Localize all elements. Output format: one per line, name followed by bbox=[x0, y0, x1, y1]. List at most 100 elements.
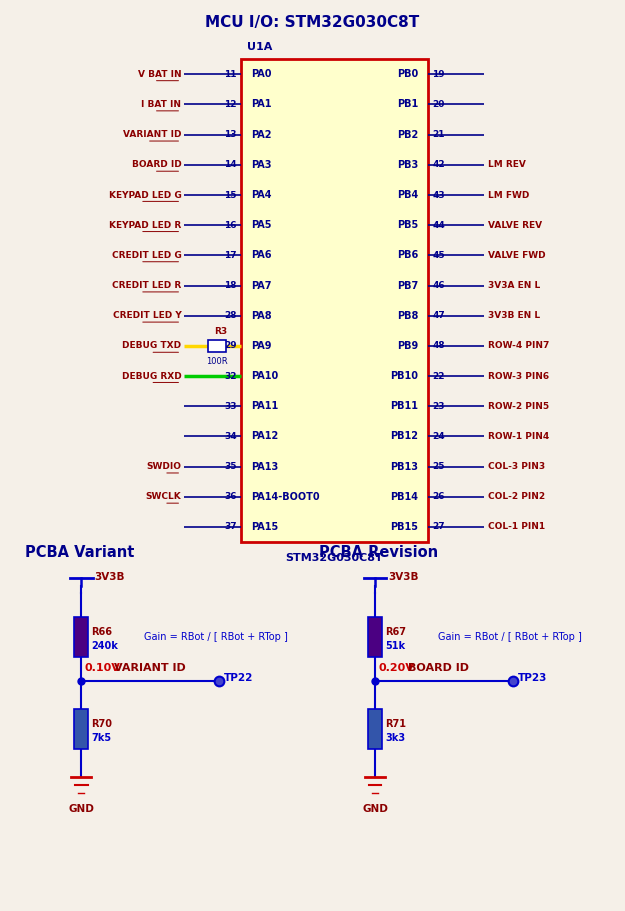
Text: PB8: PB8 bbox=[397, 311, 418, 321]
Text: 37: 37 bbox=[224, 522, 237, 531]
Text: TP23: TP23 bbox=[518, 673, 547, 682]
Text: PA4: PA4 bbox=[251, 190, 271, 200]
Text: PB15: PB15 bbox=[390, 522, 418, 532]
Text: PA8: PA8 bbox=[251, 311, 271, 321]
Text: 47: 47 bbox=[432, 312, 445, 321]
Text: 13: 13 bbox=[224, 130, 237, 139]
Text: ROW-3 PIN6: ROW-3 PIN6 bbox=[488, 372, 549, 381]
Text: 18: 18 bbox=[224, 281, 237, 290]
Text: PB1: PB1 bbox=[397, 99, 418, 109]
Text: 17: 17 bbox=[224, 251, 237, 260]
Text: 3k3: 3k3 bbox=[385, 733, 405, 743]
Text: 35: 35 bbox=[224, 462, 237, 471]
Text: 23: 23 bbox=[432, 402, 445, 411]
Text: PCBA Revision: PCBA Revision bbox=[319, 546, 438, 560]
Text: PA0: PA0 bbox=[251, 69, 271, 79]
Text: 7k5: 7k5 bbox=[91, 733, 111, 743]
Text: PA13: PA13 bbox=[251, 462, 278, 472]
Text: GND: GND bbox=[362, 804, 388, 814]
Text: PA9: PA9 bbox=[251, 341, 271, 351]
Text: VARIANT ID: VARIANT ID bbox=[122, 130, 181, 139]
Text: CREDIT LED Y: CREDIT LED Y bbox=[112, 312, 181, 321]
Bar bbox=[208, 340, 226, 353]
Text: 3V3B: 3V3B bbox=[94, 572, 125, 581]
Text: 11: 11 bbox=[224, 70, 237, 79]
Text: 15: 15 bbox=[224, 190, 237, 200]
Text: 45: 45 bbox=[432, 251, 445, 260]
Text: 3V3B: 3V3B bbox=[388, 572, 419, 581]
Text: Gain = RBot / [ RBot + RTop ]: Gain = RBot / [ RBot + RTop ] bbox=[438, 632, 581, 642]
Text: BOARD ID: BOARD ID bbox=[408, 663, 469, 673]
Text: 240k: 240k bbox=[91, 641, 118, 651]
Text: R66: R66 bbox=[91, 627, 112, 637]
Bar bbox=[74, 709, 88, 749]
Text: DEBUG RXD: DEBUG RXD bbox=[121, 372, 181, 381]
Text: 14: 14 bbox=[224, 160, 237, 169]
Text: V BAT IN: V BAT IN bbox=[138, 70, 181, 79]
Text: COL-1 PIN1: COL-1 PIN1 bbox=[488, 522, 544, 531]
Text: LM FWD: LM FWD bbox=[488, 190, 529, 200]
Text: MCU I/O: STM32G030C8T: MCU I/O: STM32G030C8T bbox=[206, 15, 419, 30]
Bar bbox=[74, 618, 88, 658]
Text: 24: 24 bbox=[432, 432, 445, 441]
Text: VALVE FWD: VALVE FWD bbox=[488, 251, 545, 260]
Text: 0.10V: 0.10V bbox=[84, 663, 120, 673]
Bar bbox=[368, 618, 382, 658]
Text: PB5: PB5 bbox=[397, 220, 418, 230]
Text: U1A: U1A bbox=[247, 42, 272, 52]
Text: PB4: PB4 bbox=[397, 190, 418, 200]
Text: ROW-4 PIN7: ROW-4 PIN7 bbox=[488, 342, 549, 351]
Text: PB11: PB11 bbox=[390, 401, 418, 411]
Text: DEBUG TXD: DEBUG TXD bbox=[122, 342, 181, 351]
Text: COL-2 PIN2: COL-2 PIN2 bbox=[488, 492, 544, 501]
Text: 51k: 51k bbox=[385, 641, 405, 651]
Text: PCBA Variant: PCBA Variant bbox=[25, 546, 134, 560]
Text: PA15: PA15 bbox=[251, 522, 278, 532]
Text: KEYPAD LED G: KEYPAD LED G bbox=[109, 190, 181, 200]
Text: PA1: PA1 bbox=[251, 99, 271, 109]
Text: PA7: PA7 bbox=[251, 281, 271, 291]
Text: PA3: PA3 bbox=[251, 159, 271, 169]
Text: 21: 21 bbox=[432, 130, 445, 139]
Text: COL-3 PIN3: COL-3 PIN3 bbox=[488, 462, 544, 471]
Text: KEYPAD LED R: KEYPAD LED R bbox=[109, 220, 181, 230]
Text: PA11: PA11 bbox=[251, 401, 278, 411]
Text: CREDIT LED R: CREDIT LED R bbox=[112, 281, 181, 290]
Text: 44: 44 bbox=[432, 220, 445, 230]
Text: PA6: PA6 bbox=[251, 251, 271, 261]
Text: PB7: PB7 bbox=[397, 281, 418, 291]
Text: 42: 42 bbox=[432, 160, 445, 169]
Text: R67: R67 bbox=[385, 627, 406, 637]
Text: 0.20V: 0.20V bbox=[378, 663, 414, 673]
Text: 16: 16 bbox=[224, 220, 237, 230]
Text: STM32G030C8T: STM32G030C8T bbox=[286, 553, 383, 563]
Text: 26: 26 bbox=[432, 492, 445, 501]
Text: PB10: PB10 bbox=[390, 371, 418, 381]
Text: 48: 48 bbox=[432, 342, 445, 351]
Text: Gain = RBot / [ RBot + RTop ]: Gain = RBot / [ RBot + RTop ] bbox=[144, 632, 288, 642]
Text: 27: 27 bbox=[432, 522, 445, 531]
Text: PA10: PA10 bbox=[251, 371, 278, 381]
Text: 100R: 100R bbox=[206, 357, 228, 366]
Text: R70: R70 bbox=[91, 719, 112, 729]
Text: ROW-1 PIN4: ROW-1 PIN4 bbox=[488, 432, 549, 441]
Text: 29: 29 bbox=[224, 342, 237, 351]
Text: 36: 36 bbox=[224, 492, 237, 501]
Text: PB6: PB6 bbox=[397, 251, 418, 261]
Text: PB9: PB9 bbox=[397, 341, 418, 351]
Text: VALVE REV: VALVE REV bbox=[488, 220, 542, 230]
Text: PA2: PA2 bbox=[251, 129, 271, 139]
Text: SWCLK: SWCLK bbox=[146, 492, 181, 501]
Text: 3V3A EN L: 3V3A EN L bbox=[488, 281, 540, 290]
Text: I BAT IN: I BAT IN bbox=[141, 100, 181, 109]
Text: 33: 33 bbox=[224, 402, 237, 411]
Text: PB3: PB3 bbox=[397, 159, 418, 169]
Text: 19: 19 bbox=[432, 70, 445, 79]
Text: 43: 43 bbox=[432, 190, 445, 200]
Text: PB2: PB2 bbox=[397, 129, 418, 139]
Text: PB14: PB14 bbox=[390, 492, 418, 502]
Text: TP22: TP22 bbox=[224, 673, 253, 682]
FancyBboxPatch shape bbox=[241, 59, 428, 542]
Text: SWDIO: SWDIO bbox=[146, 462, 181, 471]
Text: R71: R71 bbox=[385, 719, 406, 729]
